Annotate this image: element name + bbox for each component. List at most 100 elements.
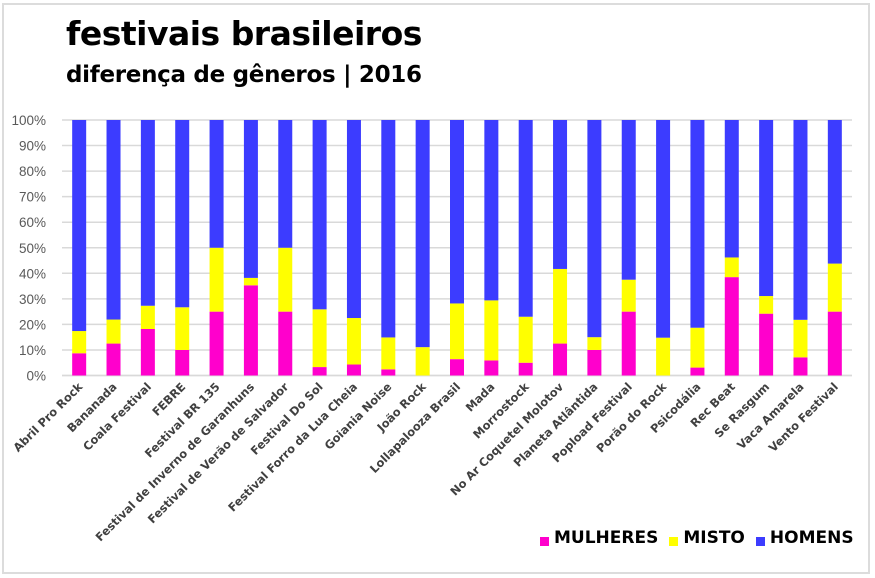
- legend-swatch-mulheres: [540, 536, 549, 546]
- bar-stack: [621, 120, 636, 376]
- bar-homens: [518, 120, 533, 317]
- bar-mulheres: [278, 311, 293, 376]
- y-tick-label: 0%: [26, 369, 46, 384]
- bar-stack: [312, 120, 327, 376]
- legend: MULHERES MISTO HOMENS: [540, 528, 865, 548]
- bar-misto: [587, 337, 602, 350]
- chart-subtitle: diferença de gêneros | 2016: [66, 62, 422, 88]
- bar-homens: [827, 120, 842, 264]
- bar-mulheres: [140, 328, 155, 376]
- bar-mulheres: [724, 277, 739, 376]
- bar-homens: [175, 120, 190, 308]
- bar-stack: [587, 120, 602, 376]
- bar-misto: [518, 316, 533, 363]
- bar-misto: [553, 268, 568, 344]
- bar-homens: [278, 120, 293, 248]
- bars: [72, 120, 842, 376]
- bar-homens: [656, 120, 671, 338]
- bar-misto: [827, 263, 842, 312]
- bar-homens: [450, 120, 464, 304]
- bar-homens: [553, 120, 568, 269]
- y-tick-label: 10%: [19, 343, 46, 358]
- bar-misto: [690, 327, 705, 368]
- bar-homens: [621, 120, 636, 280]
- bar-mulheres: [106, 343, 121, 376]
- bar-mulheres: [827, 311, 842, 376]
- bar-mulheres: [690, 367, 705, 376]
- bar-stack: [106, 120, 121, 376]
- bar-homens: [484, 120, 499, 301]
- bar-mulheres: [346, 364, 361, 376]
- bar-homens: [381, 120, 396, 338]
- y-tick-label: 70%: [19, 190, 46, 205]
- bar-homens: [106, 120, 121, 320]
- bar-stack: [656, 120, 671, 376]
- legend-label-misto: MISTO: [683, 528, 745, 548]
- bar-stack: [381, 120, 396, 376]
- y-tick-label: 100%: [11, 113, 46, 128]
- legend-item-homens: HOMENS: [755, 528, 854, 548]
- bar-mulheres: [759, 313, 774, 376]
- bar-misto: [621, 279, 636, 312]
- bar-misto: [72, 331, 87, 354]
- bar-mulheres: [621, 311, 636, 376]
- bar-stack: [209, 120, 224, 376]
- bar-mulheres: [175, 349, 190, 376]
- bar-mulheres: [243, 285, 258, 376]
- y-tick-label: 80%: [19, 164, 46, 179]
- bar-misto: [312, 309, 327, 368]
- bar-mulheres: [553, 343, 568, 376]
- legend-swatch-misto: [669, 536, 679, 546]
- bar-homens: [243, 120, 258, 278]
- bar-misto: [793, 319, 808, 358]
- bar-homens: [690, 120, 705, 328]
- bar-stack: [553, 120, 568, 376]
- bar-stack: [243, 120, 258, 376]
- bar-stack: [827, 120, 842, 376]
- bar-misto: [415, 347, 430, 376]
- bar-misto: [656, 337, 671, 376]
- bar-stack: [175, 120, 190, 376]
- bar-misto: [484, 300, 499, 361]
- bar-mulheres: [312, 367, 327, 376]
- bar-stack: [690, 120, 705, 376]
- bar-stack: [484, 120, 499, 376]
- y-tick-label: 30%: [19, 292, 46, 307]
- chart-title: festivais brasileiros: [66, 14, 422, 53]
- x-tick-label: Festival de Inverno de Garanhuns: [93, 380, 258, 545]
- bar-homens: [724, 120, 739, 258]
- bar-mulheres: [72, 353, 87, 376]
- bar-homens: [312, 120, 327, 310]
- bar-homens: [793, 120, 808, 320]
- bar-stack: [72, 120, 87, 376]
- legend-label-homens: HOMENS: [769, 528, 854, 548]
- bar-misto: [724, 257, 739, 278]
- bar-stack: [518, 120, 533, 376]
- bar-stack: [278, 120, 293, 376]
- bar-stack: [415, 120, 430, 376]
- y-tick-label: 60%: [19, 215, 46, 230]
- legend-item-misto: MISTO: [669, 528, 745, 548]
- bar-homens: [759, 120, 774, 297]
- y-tick-label: 40%: [19, 266, 46, 281]
- bar-mulheres: [518, 362, 533, 376]
- bar-misto: [106, 319, 121, 344]
- bar-mulheres: [209, 311, 224, 376]
- bar-homens: [209, 120, 224, 248]
- y-tick-label: 90%: [19, 139, 46, 154]
- bar-homens: [140, 120, 155, 306]
- bar-stack: [450, 120, 464, 376]
- y-tick-label: 20%: [19, 317, 46, 332]
- bar-stack: [793, 120, 808, 376]
- bar-misto: [381, 337, 396, 370]
- bar-homens: [587, 120, 602, 338]
- bar-mulheres: [381, 369, 396, 376]
- bar-stack: [724, 120, 739, 376]
- bar-mulheres: [587, 349, 602, 376]
- bar-stack: [759, 120, 774, 376]
- y-tick-label: 50%: [19, 241, 46, 256]
- bar-homens: [415, 120, 430, 348]
- legend-item-mulheres: MULHERES: [540, 528, 658, 548]
